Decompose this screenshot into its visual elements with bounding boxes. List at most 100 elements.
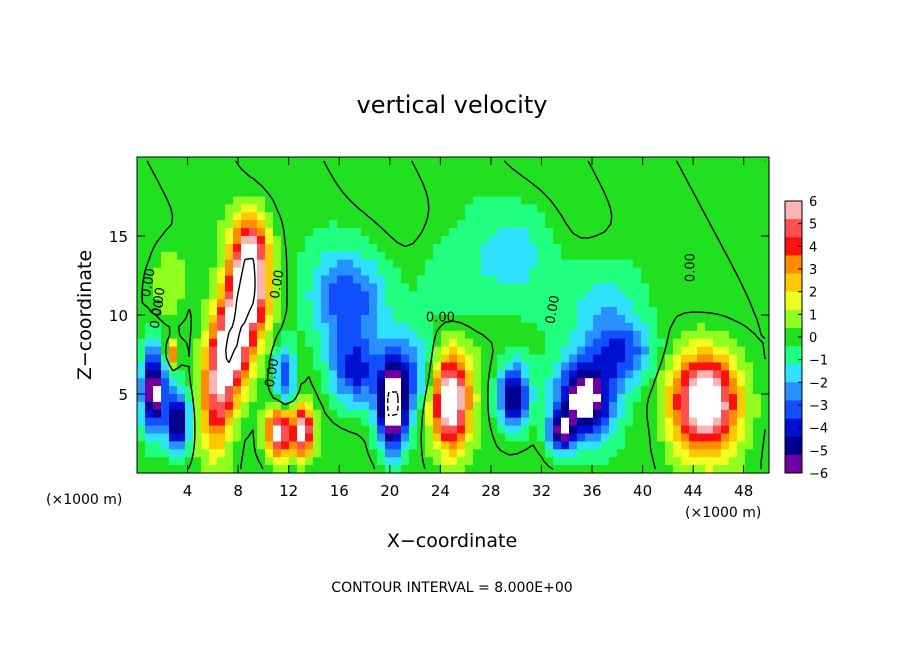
heatmap-cell [401, 204, 410, 213]
heatmap-cell [481, 449, 490, 458]
heatmap-cell [281, 259, 290, 269]
heatmap-cell [329, 196, 338, 205]
heatmap-cell [265, 228, 274, 237]
heatmap-cell [233, 441, 242, 450]
x-tick-label: 44 [684, 482, 703, 500]
heatmap-cell [633, 204, 642, 213]
heatmap-cell [249, 243, 258, 253]
heatmap-cell [673, 164, 682, 174]
heatmap-cell [193, 291, 202, 300]
heatmap-cell [721, 465, 730, 474]
heatmap-cell [729, 236, 738, 245]
heatmap-cell [433, 188, 442, 198]
heatmap-cell [169, 196, 178, 205]
heatmap-cell [337, 401, 346, 411]
heatmap-cell [609, 220, 618, 229]
heatmap-cell [545, 180, 554, 190]
heatmap-cell [289, 322, 298, 332]
heatmap-cell [713, 220, 722, 229]
heatmap-cell [497, 417, 506, 427]
heatmap-cell [193, 212, 202, 221]
heatmap-cell [153, 394, 162, 403]
heatmap-cell [249, 370, 258, 379]
heatmap-cell [617, 409, 626, 419]
heatmap-cell [393, 236, 402, 245]
colorbar-swatch [785, 418, 802, 438]
heatmap-cell [601, 251, 610, 261]
heatmap-cell [153, 449, 162, 458]
heatmap-cell [417, 172, 426, 182]
heatmap-cell [689, 330, 698, 340]
heatmap-cell [529, 386, 538, 395]
heatmap-cell [305, 236, 314, 245]
heatmap-cell [313, 338, 322, 348]
heatmap-cell [737, 236, 746, 245]
heatmap-cell [401, 322, 410, 332]
heatmap-cell [161, 394, 170, 403]
heatmap-cell [553, 243, 562, 253]
heatmap-cell [457, 243, 466, 253]
heatmap-cell [617, 401, 626, 411]
heatmap-cell [633, 362, 642, 371]
heatmap-cell [665, 236, 674, 245]
heatmap-cell [617, 370, 626, 379]
contour-line [141, 160, 766, 470]
heatmap-cell [161, 362, 170, 371]
heatmap-cell [545, 330, 554, 340]
heatmap-cell [377, 449, 386, 458]
heatmap-cell [553, 386, 562, 395]
heatmap-cell [257, 267, 266, 277]
heatmap-cell [601, 299, 610, 308]
heatmap-cell [761, 338, 770, 348]
heatmap-cell [649, 315, 658, 324]
heatmap-cell [233, 465, 242, 474]
heatmap-cell [369, 275, 378, 284]
heatmap-cell [169, 188, 178, 198]
heatmap-cell [537, 370, 546, 379]
heatmap-cell [521, 236, 530, 245]
heatmap-cell [329, 180, 338, 190]
heatmap-cell [601, 212, 610, 221]
heatmap-cell [561, 212, 570, 221]
heatmap-cell [369, 401, 378, 411]
heatmap-cell [513, 330, 522, 340]
heatmap-cell [297, 204, 306, 213]
heatmap-cell [505, 164, 514, 174]
heatmap-cell [721, 283, 730, 292]
heatmap-cell [537, 346, 546, 356]
heatmap-cell [209, 394, 218, 403]
heatmap-cell [409, 220, 418, 229]
heatmap-cell [681, 180, 690, 190]
heatmap-cell [313, 157, 322, 166]
heatmap-cell [713, 354, 722, 363]
heatmap-cell [393, 378, 402, 387]
heatmap-cell [537, 307, 546, 316]
heatmap-cell [553, 330, 562, 340]
heatmap-cell [553, 315, 562, 324]
heatmap-cell [593, 417, 602, 427]
heatmap-cell [417, 307, 426, 316]
heatmap-cell [225, 204, 234, 213]
heatmap-cell [489, 291, 498, 300]
heatmap-cell [289, 449, 298, 458]
heatmap-cell [385, 401, 394, 411]
heatmap-cell [585, 338, 594, 348]
heatmap-cell [161, 236, 170, 245]
heatmap-cell [489, 449, 498, 458]
heatmap-cell [289, 433, 298, 442]
heatmap-cell [521, 354, 530, 363]
heatmap-cell [489, 196, 498, 205]
heatmap-cell [409, 362, 418, 371]
heatmap-cell [481, 394, 490, 403]
heatmap-cell [193, 188, 202, 198]
heatmap-cell [225, 299, 234, 308]
heatmap-cell [153, 465, 162, 474]
heatmap-cell [657, 322, 666, 332]
heatmap-cell [377, 370, 386, 379]
heatmap-cell [289, 457, 298, 466]
heatmap-cell [465, 243, 474, 253]
heatmap-cell [593, 433, 602, 442]
heatmap-cell [561, 188, 570, 198]
heatmap-cell [457, 401, 466, 411]
heatmap-cell [201, 236, 210, 245]
